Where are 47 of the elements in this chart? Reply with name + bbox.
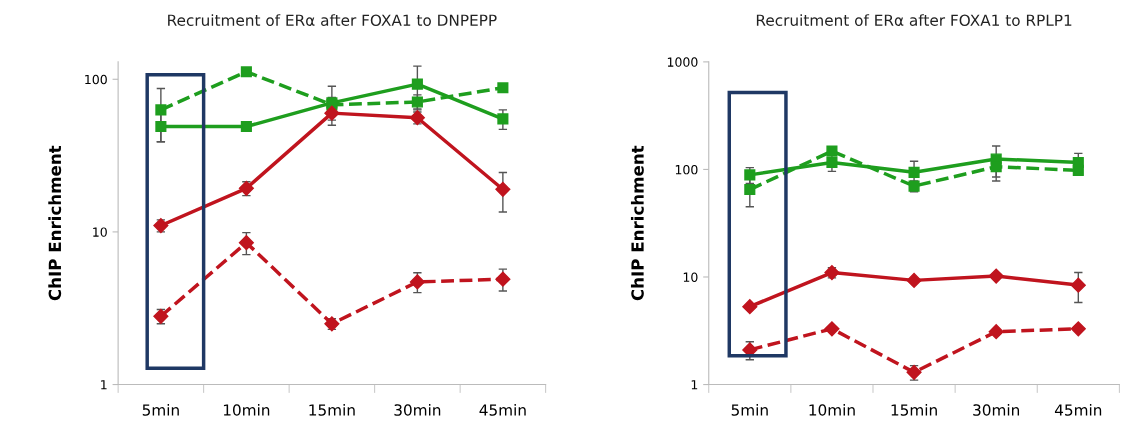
y-tick-label: 10: [93, 227, 107, 237]
point: [988, 268, 1004, 284]
point: [908, 166, 920, 178]
x-tick-label: 5min: [731, 403, 768, 416]
x-tick-label: 45min: [1054, 403, 1102, 416]
y-tick-label: 100: [675, 164, 698, 175]
chart-title: Recruitment of ERα after FOXA1 to DNPEPP: [168, 14, 497, 26]
point: [155, 121, 167, 133]
point: [1072, 164, 1084, 176]
point: [497, 82, 509, 94]
x-tick-label: 15min: [309, 403, 355, 416]
point: [826, 145, 838, 157]
y-tick-label: 1: [691, 380, 698, 390]
point: [1070, 321, 1086, 337]
point: [744, 183, 756, 196]
point: [240, 66, 252, 78]
y-tick-label: 100: [85, 74, 107, 85]
point: [411, 78, 423, 90]
x-tick-label: 5min: [142, 403, 179, 416]
point: [988, 324, 1004, 340]
y-axis-title: ChIP Enrichment: [48, 145, 62, 301]
point: [495, 271, 511, 287]
y-tick-label: 1: [101, 380, 107, 390]
point: [1070, 277, 1086, 293]
point: [240, 121, 252, 133]
x-tick-label: 45min: [479, 403, 526, 416]
y-tick-label: 10: [683, 272, 698, 282]
x-tick-label: 30min: [973, 403, 1020, 416]
point: [409, 274, 425, 290]
y-tick-label: 1000: [667, 57, 698, 67]
point: [824, 321, 840, 337]
point: [495, 181, 511, 197]
x-tick-label: 10min: [223, 403, 270, 416]
point: [990, 161, 1002, 173]
x-tick-label: 15min: [891, 403, 937, 416]
chart-title: Recruitment of ERα after FOXA1 to RPLP1: [756, 14, 1072, 26]
x-tick-label: 30min: [394, 403, 441, 416]
point: [497, 113, 509, 125]
point: [906, 272, 922, 288]
point: [238, 235, 254, 251]
point: [742, 299, 758, 315]
y-axis-title: ChIP Enrichment: [630, 145, 644, 301]
point: [155, 104, 167, 116]
point: [744, 169, 756, 181]
point: [826, 156, 838, 169]
point: [324, 105, 340, 121]
x-tick-label: 10min: [809, 403, 855, 416]
